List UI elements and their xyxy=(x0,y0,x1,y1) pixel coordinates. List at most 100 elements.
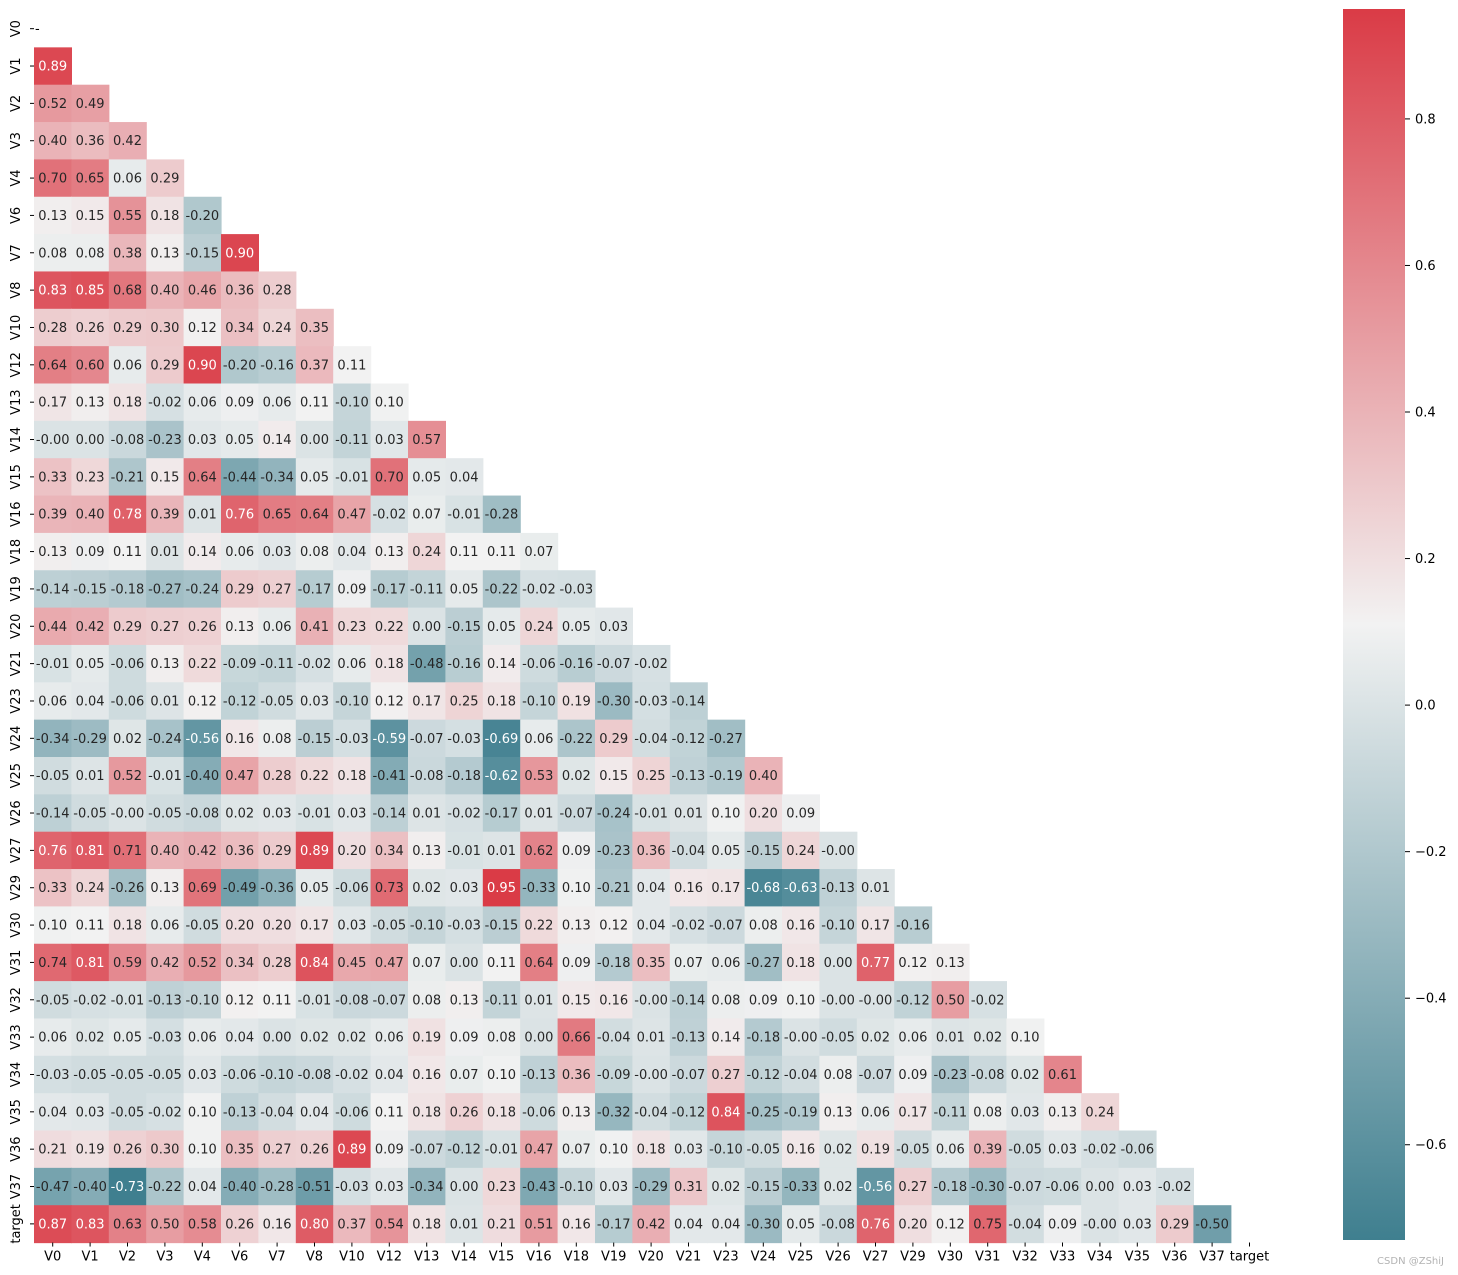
heatmap-cell-V7-V3 xyxy=(146,234,185,273)
cell-value-label: -0.15 xyxy=(73,582,107,597)
cell-value-label: 0.01 xyxy=(637,1031,666,1046)
cell-value-label: 0.20 xyxy=(225,919,254,934)
heatmap-cell-V36-V14 xyxy=(445,1130,484,1169)
cell-value-label: 0.29 xyxy=(113,620,142,635)
cell-value-label: 0.00 xyxy=(412,620,441,635)
cell-value-label: -0.14 xyxy=(36,807,70,822)
heatmap-cell-V35-V27 xyxy=(856,1093,895,1132)
heatmap-cell-V32-V7 xyxy=(258,981,297,1020)
cell-value-label: -0.01 xyxy=(111,993,145,1008)
cell-value-label: -0.04 xyxy=(634,732,668,747)
cell-value-label: 0.03 xyxy=(263,545,292,560)
heatmap-cell-V32-V14 xyxy=(445,981,484,1020)
cell-value-label: 0.50 xyxy=(936,993,965,1008)
heatmap-cell-V15-V10 xyxy=(333,458,372,497)
y-tick-label: V26 xyxy=(9,800,24,825)
heatmap-cell-V23-V18 xyxy=(557,682,596,721)
heatmap-cell-target-V26 xyxy=(819,1205,858,1244)
cell-value-label: 0.06 xyxy=(188,1031,217,1046)
cell-value-label: 0.09 xyxy=(898,1068,927,1083)
cell-value-label: 0.00 xyxy=(824,956,853,971)
cell-value-label: -0.17 xyxy=(485,807,519,822)
colorbar-tick-label: 0.8 xyxy=(1415,112,1436,127)
heatmap-cell-V37-V27 xyxy=(856,1167,895,1206)
cell-value-label: 0.01 xyxy=(674,807,703,822)
cell-value-label: -0.18 xyxy=(746,1031,780,1046)
cell-value-label: 0.17 xyxy=(38,396,67,411)
heatmap-cell-V21-V16 xyxy=(520,644,559,683)
cell-value-label: 0.16 xyxy=(786,1143,815,1158)
heatmap-cell-V6-V4 xyxy=(183,196,222,235)
cell-value-label: 0.01 xyxy=(861,881,890,896)
heatmap-cell-V31-V8 xyxy=(295,943,334,982)
cell-value-label: 0.06 xyxy=(861,1105,890,1120)
heatmap-cell-target-V34 xyxy=(1081,1205,1120,1244)
heatmap-cell-V34-V6 xyxy=(221,1055,259,1094)
heatmap-cell-V31-V1 xyxy=(71,943,110,982)
heatmap-cell-V8-V6 xyxy=(221,271,259,310)
heatmap-cell-V33-V23 xyxy=(707,1018,746,1057)
cell-value-label: 0.03 xyxy=(599,620,628,635)
cell-value-label: -0.23 xyxy=(933,1068,967,1083)
cell-value-label: 0.90 xyxy=(225,246,254,261)
heatmap-cell-V36-V24 xyxy=(744,1130,783,1169)
heatmap-cell-V34-V8 xyxy=(295,1055,334,1094)
heatmap-cell-V31-V2 xyxy=(108,943,147,982)
cell-value-label: -0.15 xyxy=(185,246,219,261)
cell-value-label: -0.08 xyxy=(821,1217,855,1232)
heatmap-cell-V37-V8 xyxy=(295,1167,334,1206)
heatmap-cell-V29-V13 xyxy=(408,869,446,907)
cell-value-label: 0.06 xyxy=(225,545,254,560)
cell-value-label: 0.33 xyxy=(38,470,67,485)
cell-value-label: -0.15 xyxy=(447,620,481,635)
heatmap-cell-V27-V25 xyxy=(782,831,820,870)
cell-value-label: -0.18 xyxy=(111,582,145,597)
heatmap-cell-V29-V0 xyxy=(34,869,72,907)
heatmap-cell-target-V12 xyxy=(370,1205,409,1244)
heatmap-cell-V21-V13 xyxy=(408,644,446,683)
x-tick-label: V36 xyxy=(1162,1250,1187,1265)
cell-value-label: 0.81 xyxy=(76,956,105,971)
cell-value-label: -0.16 xyxy=(559,657,593,672)
cell-value-label: 0.12 xyxy=(375,694,404,709)
heatmap-cell-V27-V14 xyxy=(445,831,484,870)
heatmap-cell-V12-V7 xyxy=(258,346,297,385)
cell-value-label: 0.19 xyxy=(76,1143,105,1158)
y-tick-label: V32 xyxy=(9,987,24,1012)
x-tick-label: V30 xyxy=(938,1250,963,1265)
cell-value-label: -0.08 xyxy=(335,993,369,1008)
heatmap-cell-V36-V1 xyxy=(71,1130,110,1169)
cell-value-label: 0.10 xyxy=(599,1143,628,1158)
heatmap-cell-target-V13 xyxy=(408,1205,446,1244)
colorbar-tick-label: 0.4 xyxy=(1415,406,1436,421)
heatmap-cell-V34-V20 xyxy=(632,1055,671,1094)
cell-value-label: -0.04 xyxy=(784,1068,818,1083)
cell-value-label: 0.23 xyxy=(76,470,105,485)
cell-value-label: -0.18 xyxy=(447,769,481,784)
cell-value-label: -0.15 xyxy=(746,1180,780,1195)
heatmap-cell-V36-V13 xyxy=(408,1130,446,1169)
cell-value-label: 0.42 xyxy=(637,1217,666,1232)
y-tick-label: V14 xyxy=(9,427,24,452)
cell-value-label: -0.11 xyxy=(933,1105,967,1120)
heatmap-cell-V34-V7 xyxy=(258,1055,297,1094)
heatmap-cell-V33-V2 xyxy=(108,1018,147,1057)
cell-value-label: -0.21 xyxy=(597,881,631,896)
cell-value-label: -0.11 xyxy=(410,582,444,597)
cell-value-label: -0.23 xyxy=(148,433,182,448)
cell-value-label: 0.64 xyxy=(188,470,217,485)
heatmap-cell-V33-V6 xyxy=(221,1018,259,1057)
heatmap-cell-V32-V2 xyxy=(108,981,147,1020)
cell-value-label: 0.65 xyxy=(263,508,292,523)
heatmap-cell-V15-V0 xyxy=(34,458,72,497)
cell-value-label: 0.62 xyxy=(524,844,553,859)
cell-value-label: -0.24 xyxy=(148,732,182,747)
cell-value-label: -0.14 xyxy=(36,582,70,597)
cell-value-label: 0.47 xyxy=(375,956,404,971)
cell-value-label: 0.03 xyxy=(375,433,404,448)
heatmap-cell-V7-V4 xyxy=(183,234,222,273)
cell-value-label: 0.24 xyxy=(524,620,553,635)
heatmap-cell-V23-V12 xyxy=(370,682,409,721)
cell-value-label: 0.61 xyxy=(1048,1068,1077,1083)
cell-value-label: 0.90 xyxy=(188,358,217,373)
